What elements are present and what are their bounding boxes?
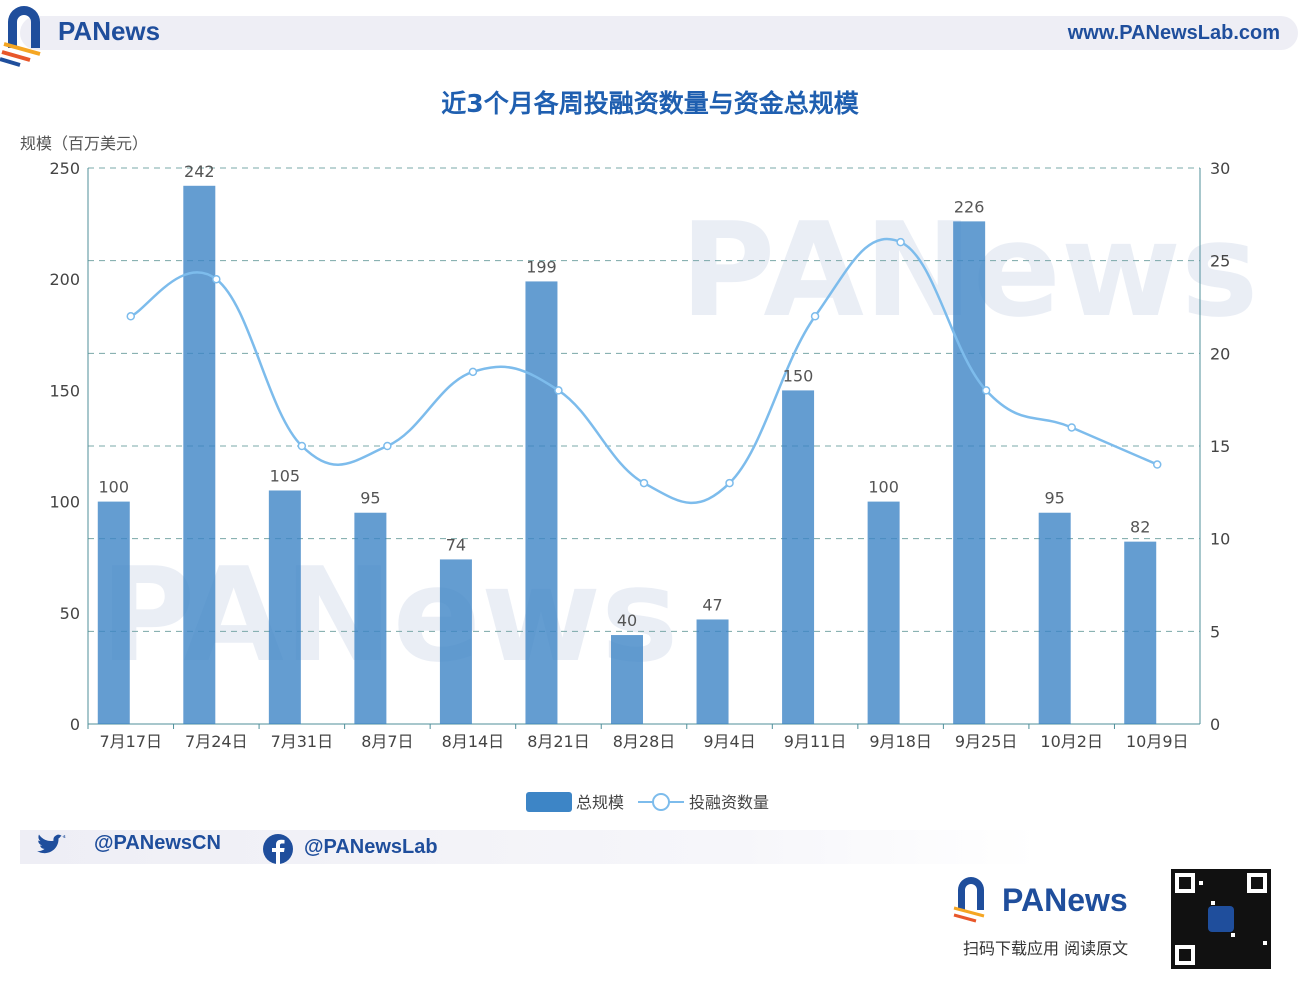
line-point <box>383 441 392 451</box>
bar <box>611 635 643 724</box>
line-point <box>126 312 136 321</box>
line-point <box>1067 423 1076 432</box>
data-label: 47 <box>702 595 722 614</box>
website-link[interactable]: www.PANewsLab.com <box>1067 22 1280 44</box>
y2-tick-label: 0 <box>1210 715 1220 734</box>
bar <box>696 619 729 724</box>
data-label: 242 <box>184 162 215 181</box>
line-point <box>639 478 649 488</box>
y2-tick-label: 15 <box>1210 437 1230 456</box>
line-point <box>896 237 905 247</box>
twitter-icon <box>37 834 66 854</box>
x-tick-label: 9月18日 <box>869 732 932 751</box>
qr-logo-icon <box>1208 906 1234 932</box>
header-bar <box>20 16 1298 50</box>
x-tick-label: 8月21日 <box>527 732 590 751</box>
y-tick-label: 50 <box>60 604 80 623</box>
y2-tick-label: 20 <box>1210 344 1230 363</box>
data-label: 100 <box>98 478 129 497</box>
data-label: 95 <box>360 489 380 508</box>
x-tick-label: 9月11日 <box>784 732 847 751</box>
bar <box>183 185 216 725</box>
social-bar <box>20 830 1040 864</box>
legend-bar-swatch <box>526 792 572 812</box>
x-tick-label: 7月24日 <box>185 732 248 751</box>
twitter-handle[interactable]: @PANewsCN <box>94 832 221 854</box>
data-label: 150 <box>783 366 814 385</box>
data-label: 82 <box>1130 518 1150 537</box>
bar <box>97 501 130 724</box>
line-point <box>981 386 991 395</box>
data-label: 100 <box>868 478 899 497</box>
bar <box>1038 512 1071 724</box>
bar <box>268 490 301 724</box>
y2-tick-label: 30 <box>1210 159 1230 178</box>
bar <box>439 559 472 724</box>
legend-bar-label: 总规模 <box>576 793 624 812</box>
y-tick-label: 0 <box>70 715 80 734</box>
brand-name: PANews <box>58 16 161 46</box>
x-tick-label: 8月28日 <box>613 732 676 751</box>
data-label: 226 <box>954 197 985 216</box>
y-tick-label: 250 <box>49 159 80 178</box>
chart: 规模（百万美元） PANews PANews 05101520253005010… <box>20 134 1258 812</box>
facebook-icon <box>263 834 293 864</box>
line-point <box>297 441 307 451</box>
panews-logo-icon <box>0 6 41 67</box>
legend[interactable]: 总规模 投融资数量 <box>526 792 769 812</box>
data-label: 40 <box>617 611 637 630</box>
footer-caption: 扫码下载应用 阅读原文 <box>963 939 1129 958</box>
bar <box>1124 541 1157 724</box>
facebook-handle[interactable]: @PANewsLab <box>304 836 438 858</box>
y-tick-label: 200 <box>49 270 80 289</box>
y-axis-label: 规模（百万美元） <box>20 134 148 153</box>
x-tick-label: 10月9日 <box>1126 732 1189 751</box>
bar <box>867 501 900 724</box>
x-tick-label: 8月14日 <box>442 732 505 751</box>
bar <box>782 390 815 724</box>
y-tick-label: 150 <box>49 381 80 400</box>
footer-brand: PANews <box>1002 882 1128 918</box>
y2-tick-label: 5 <box>1210 622 1220 641</box>
data-label: 105 <box>270 466 301 485</box>
x-tick-label: 10月2日 <box>1040 732 1103 751</box>
y-tick-label: 100 <box>49 493 80 512</box>
line-point <box>725 478 734 488</box>
line-point <box>212 274 221 284</box>
line-point <box>554 386 563 395</box>
x-tick-label: 7月17日 <box>99 732 162 751</box>
bar <box>354 512 387 724</box>
bar <box>525 281 558 724</box>
x-tick-label: 7月31日 <box>271 732 334 751</box>
data-label: 74 <box>446 535 466 554</box>
legend-line-swatch <box>652 793 670 811</box>
bar <box>953 221 986 724</box>
line-point <box>1152 460 1162 469</box>
data-label: 199 <box>526 257 557 276</box>
y2-tick-label: 10 <box>1210 530 1230 549</box>
data-label: 95 <box>1045 489 1065 508</box>
chart-title: 近3个月各周投融资数量与资金总规模 <box>441 89 859 118</box>
x-tick-label: 8月7日 <box>361 732 413 751</box>
line-point <box>468 367 478 377</box>
line-point <box>810 312 820 321</box>
x-tick-label: 9月4日 <box>703 732 755 751</box>
legend-line-label: 投融资数量 <box>689 793 769 812</box>
panews-logo-icon <box>953 877 985 923</box>
x-tick-label: 9月25日 <box>955 732 1018 751</box>
qr-code[interactable] <box>1170 868 1272 970</box>
y2-tick-label: 25 <box>1210 252 1230 271</box>
